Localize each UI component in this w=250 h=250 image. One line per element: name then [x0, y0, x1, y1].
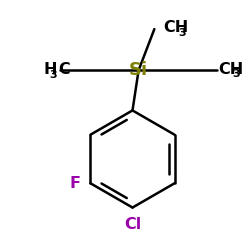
Text: F: F	[69, 176, 80, 191]
Text: CH: CH	[219, 62, 244, 77]
Text: 3: 3	[233, 70, 240, 80]
Text: Si: Si	[129, 61, 148, 79]
Text: Cl: Cl	[124, 217, 141, 232]
Text: 3: 3	[50, 70, 57, 80]
Text: CH: CH	[163, 20, 188, 36]
Text: C: C	[58, 62, 70, 77]
Text: H: H	[44, 62, 57, 77]
Text: 3: 3	[178, 28, 186, 38]
